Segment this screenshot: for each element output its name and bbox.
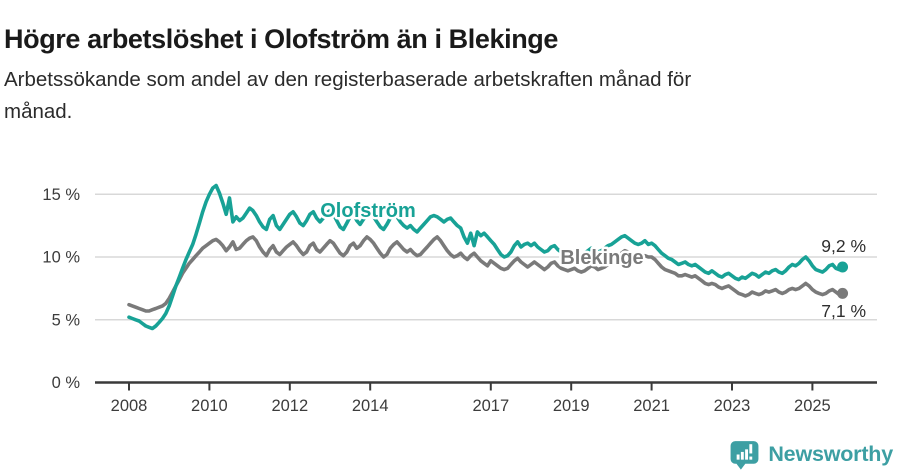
newsworthy-brand-name: Newsworthy (768, 442, 893, 466)
series-line-olofstrm (127, 183, 845, 331)
end-dot-olofstrm (837, 261, 849, 273)
subtitle-line-2: månad. (4, 99, 73, 123)
end-dot-blekinge (837, 287, 849, 299)
series-line-blekinge (127, 235, 845, 313)
y-tick-label: 15 % (42, 186, 80, 204)
newsworthy-logo: Newsworthy (728, 438, 893, 471)
subtitle-line-1: Arbetssökande som andel av den registerb… (4, 68, 692, 91)
y-tick-label: 5 % (52, 311, 81, 329)
x-tick-label: 2025 (794, 397, 831, 415)
end-value-label-blekinge: 7,1 % (821, 301, 866, 321)
chart-subtitle: Arbetssökande som andel av den registerb… (4, 64, 854, 128)
x-tick-label: 2010 (191, 397, 228, 415)
x-tick-label: 2008 (111, 397, 148, 415)
x-tick-label: 2012 (271, 397, 308, 415)
series-label-blekinge: Blekinge (560, 247, 643, 269)
x-tick-label: 2019 (553, 397, 590, 415)
x-tick-label: 2021 (633, 397, 670, 415)
series-label-olofstrm: Olofström (320, 200, 416, 222)
y-tick-label: 0 % (52, 374, 81, 392)
x-tick-label: 2017 (472, 397, 509, 415)
end-value-label-olofstrm: 9,2 % (821, 236, 866, 256)
newsworthy-speech-bubble-bar-chart-icon (730, 441, 759, 470)
x-tick-label: 2023 (714, 397, 751, 415)
y-tick-label: 10 % (42, 249, 80, 267)
x-tick-label: 2014 (352, 397, 389, 415)
page-title: Högre arbetslöshet i Olofström än i Blek… (4, 24, 559, 55)
